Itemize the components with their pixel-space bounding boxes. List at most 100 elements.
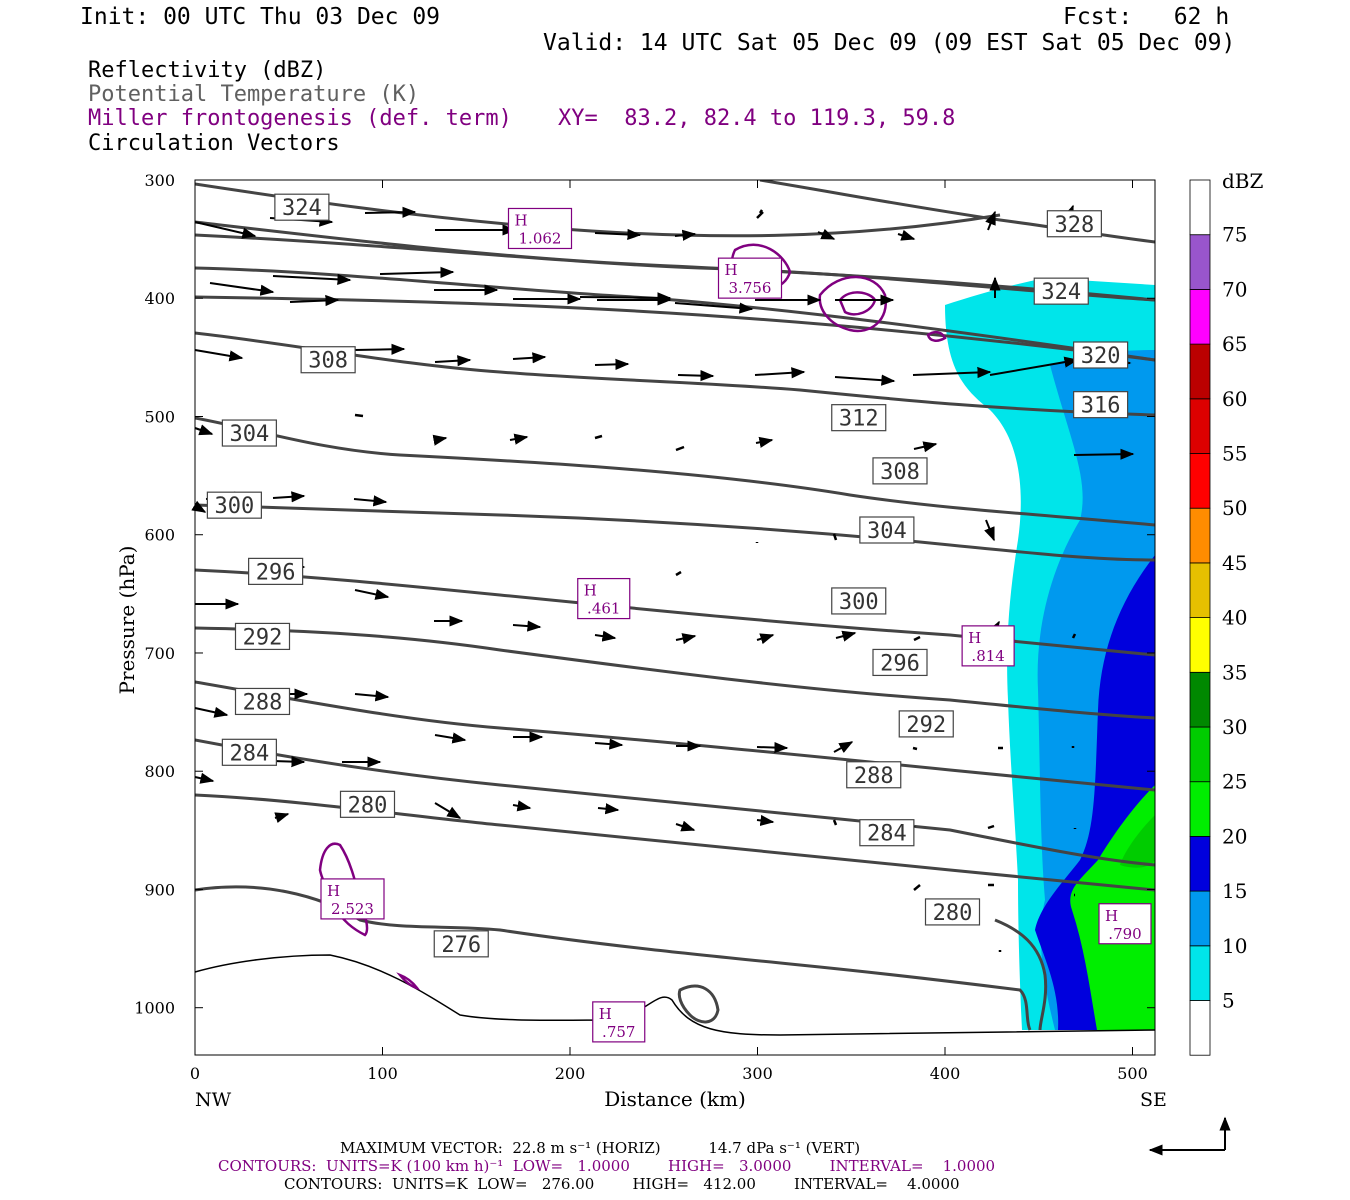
y-tick-label: 300 bbox=[144, 171, 175, 190]
svg-text:.814: .814 bbox=[971, 647, 1004, 665]
svg-text:276: 276 bbox=[441, 933, 481, 958]
circulation-vector bbox=[835, 630, 857, 642]
colorbar-swatch bbox=[1189, 288, 1211, 345]
svg-text:H: H bbox=[968, 629, 981, 647]
circulation-vector bbox=[675, 820, 696, 832]
colorbar-swatch bbox=[1189, 343, 1211, 400]
circulation-vector bbox=[834, 374, 896, 386]
circulation-vector bbox=[194, 772, 215, 784]
theta-label: 328 bbox=[1046, 210, 1102, 238]
theta-line bbox=[195, 568, 1155, 657]
circulation-vector bbox=[677, 370, 715, 382]
theta-label: 304 bbox=[859, 516, 915, 544]
colorbar-label: 50 bbox=[1222, 496, 1247, 520]
circulation-vector bbox=[756, 814, 775, 826]
circulation-vector bbox=[434, 732, 467, 744]
svg-text:284: 284 bbox=[230, 741, 270, 766]
theta-label: 320 bbox=[1073, 341, 1129, 369]
circulation-vector bbox=[274, 812, 290, 824]
y-axis-label: Pressure (hPa) bbox=[115, 546, 139, 695]
circulation-vector bbox=[594, 228, 642, 241]
terrain-line bbox=[194, 954, 1156, 1036]
colorbar-swatch bbox=[1189, 179, 1211, 236]
theta-line bbox=[677, 984, 720, 1024]
svg-text:324: 324 bbox=[282, 196, 322, 221]
x-tick-label: 0 bbox=[190, 1064, 200, 1083]
colorbar-swatch bbox=[1189, 398, 1211, 454]
colorbar-swatch bbox=[1189, 836, 1211, 892]
circulation-vector bbox=[756, 211, 764, 219]
fronto-contour bbox=[396, 972, 421, 991]
fronto-high-label: H.790 bbox=[1098, 903, 1152, 945]
svg-text:296: 296 bbox=[256, 560, 296, 585]
colorbar-label: 55 bbox=[1222, 442, 1247, 466]
circulation-vector bbox=[756, 741, 789, 754]
circulation-vector bbox=[354, 343, 406, 355]
theta-line bbox=[195, 738, 1155, 867]
theta-label: 304 bbox=[221, 419, 277, 447]
theta-label: 276 bbox=[433, 930, 489, 958]
colorbar-swatch bbox=[1189, 890, 1211, 947]
y-tick-label: 500 bbox=[144, 407, 175, 426]
colorbar-swatch bbox=[1189, 726, 1211, 783]
colorbar-swatch bbox=[1189, 453, 1211, 509]
svg-text:H: H bbox=[515, 211, 528, 229]
circulation-vector bbox=[756, 633, 775, 645]
x-axis-label: Distance (km) bbox=[604, 1087, 746, 1111]
circulation-vector bbox=[594, 738, 624, 750]
theta-label: 284 bbox=[221, 738, 277, 766]
svg-text:.790: .790 bbox=[1108, 925, 1141, 943]
circulation-vector bbox=[912, 746, 918, 751]
valid-time: Valid: 14 UTC Sat 05 Dec 09 (09 EST Sat … bbox=[543, 30, 1236, 56]
colorbar-label: 30 bbox=[1222, 715, 1247, 739]
footer-contours-fronto: CONTOURS: UNITS=K (100 km h)⁻¹ LOW= 1.00… bbox=[218, 1157, 996, 1175]
colorbar-label: 60 bbox=[1222, 387, 1247, 411]
theta-label: 308 bbox=[872, 457, 928, 485]
circulation-vector bbox=[987, 824, 995, 830]
svg-text:292: 292 bbox=[906, 713, 946, 738]
theta-label: 312 bbox=[831, 404, 887, 432]
fronto-high-label: H.461 bbox=[577, 577, 631, 620]
colorbar-swatch bbox=[1189, 945, 1211, 1001]
y-tick-label: 1000 bbox=[134, 999, 175, 1018]
theta-line bbox=[195, 416, 1155, 527]
plot-frame bbox=[194, 179, 1156, 1056]
svg-text:308: 308 bbox=[880, 460, 920, 485]
svg-text:328: 328 bbox=[1055, 213, 1095, 238]
theta-line bbox=[994, 918, 1048, 1031]
theta-label: 280 bbox=[339, 790, 396, 818]
svg-text:320: 320 bbox=[1081, 344, 1121, 369]
x-tick-label: 500 bbox=[1117, 1064, 1148, 1083]
colorbar-label: 20 bbox=[1222, 824, 1247, 848]
circulation-vector bbox=[194, 706, 229, 718]
colorbar-swatch bbox=[1189, 617, 1211, 673]
theta-labels: 324 308 304 300 296 292 288 284 280 276 328 324 320 3… bbox=[206, 193, 1129, 958]
fronto-high-label: H.814 bbox=[961, 625, 1015, 667]
circulation-vector bbox=[194, 424, 214, 436]
circulation-vector bbox=[675, 445, 685, 452]
svg-text:300: 300 bbox=[839, 590, 879, 615]
circulation-vector bbox=[272, 755, 306, 768]
svg-text:284: 284 bbox=[867, 822, 907, 847]
legend-reflectivity: Reflectivity (dBZ) bbox=[88, 58, 327, 83]
fronto-contour bbox=[818, 275, 888, 333]
colorbar-swatch bbox=[1189, 781, 1211, 837]
footer-contours-theta: CONTOURS: UNITS=K LOW= 276.00 HIGH= 412.… bbox=[284, 1175, 960, 1193]
colorbar-label: 5 bbox=[1222, 989, 1235, 1013]
theta-label: 300 bbox=[206, 491, 262, 519]
legend-theta: Potential Temperature (K) bbox=[88, 82, 420, 107]
circulation-vector bbox=[817, 228, 836, 240]
circulation-vector bbox=[913, 441, 938, 453]
y-tick-label: 600 bbox=[144, 526, 175, 545]
circulation-vector bbox=[209, 282, 275, 296]
legend-xy: XY= 83.2, 82.4 to 119.3, 59.8 bbox=[558, 106, 956, 131]
circulation-vector bbox=[594, 358, 630, 370]
circulation-vector bbox=[434, 802, 462, 819]
forecast-hour: Fcst: 62 h bbox=[1063, 4, 1230, 30]
theta-label: 296 bbox=[248, 557, 304, 585]
y-tick-label: 900 bbox=[144, 880, 175, 899]
svg-text:2.523: 2.523 bbox=[331, 900, 374, 918]
circulation-vector bbox=[913, 635, 921, 642]
circulation-vector bbox=[434, 355, 472, 367]
circulation-vector bbox=[675, 570, 682, 577]
